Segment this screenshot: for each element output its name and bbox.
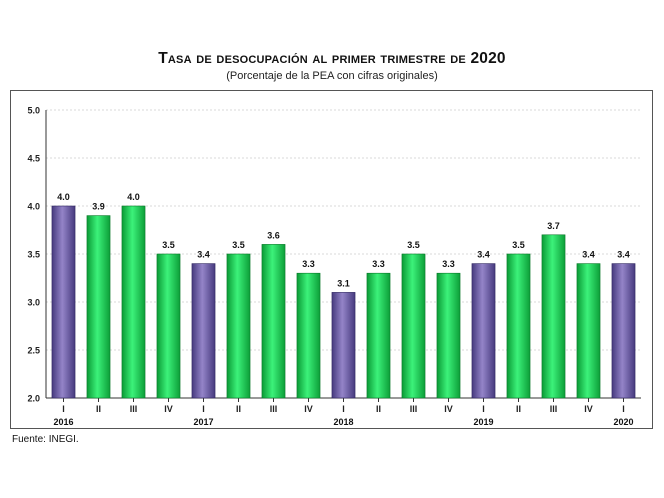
x-tick-label: IV <box>304 404 313 414</box>
y-tick-label: 5.0 <box>27 106 40 116</box>
bar-value-label: 3.5 <box>407 240 420 250</box>
chart-title: Tasa de desocupación al primer trimestre… <box>158 50 506 67</box>
x-year-label: 2020 <box>613 417 633 427</box>
bar <box>576 263 601 399</box>
bar-value-label: 3.3 <box>372 259 385 269</box>
bar-value-label: 3.3 <box>302 259 315 269</box>
x-tick-label: III <box>410 404 418 414</box>
bar <box>191 263 216 399</box>
bar-value-label: 3.5 <box>512 240 525 250</box>
bar <box>471 263 496 399</box>
bar <box>121 205 146 399</box>
x-tick-label: II <box>516 404 521 414</box>
bar-value-label: 3.7 <box>547 221 560 231</box>
bar-value-label: 3.4 <box>582 250 595 260</box>
x-tick-label: IV <box>444 404 453 414</box>
x-year-label: 2017 <box>193 417 213 427</box>
bar-value-label: 3.4 <box>477 250 490 260</box>
x-year-label: 2018 <box>333 417 353 427</box>
bar <box>506 253 531 399</box>
bar <box>86 215 111 399</box>
bar-value-label: 4.0 <box>127 192 140 202</box>
x-tick-label: I <box>342 404 345 414</box>
bar-value-label: 3.5 <box>232 240 245 250</box>
bar <box>366 272 391 399</box>
y-tick-label: 2.0 <box>27 394 40 404</box>
y-tick-label: 2.5 <box>27 346 40 356</box>
bar <box>436 272 461 399</box>
y-tick-label: 4.5 <box>27 154 40 164</box>
bar <box>541 234 566 399</box>
bar-value-label: 3.3 <box>442 259 455 269</box>
source-note: Fuente: INEGI. <box>12 434 79 445</box>
x-tick-label: III <box>550 404 558 414</box>
bar <box>331 292 356 399</box>
bar <box>611 263 636 399</box>
x-tick-label: III <box>130 404 138 414</box>
bar-value-label: 3.6 <box>267 230 280 240</box>
bar-value-label: 4.0 <box>57 192 70 202</box>
y-tick-label: 4.0 <box>27 202 40 212</box>
x-tick-label: II <box>376 404 381 414</box>
x-tick-label: I <box>202 404 205 414</box>
y-tick-label: 3.0 <box>27 298 40 308</box>
bar <box>226 253 251 399</box>
x-tick-label: I <box>622 404 625 414</box>
x-tick-label: II <box>236 404 241 414</box>
bar-value-label: 3.1 <box>337 278 350 288</box>
x-tick-label: IV <box>164 404 173 414</box>
bar-chart: 2.02.53.03.54.04.55.04.0I20163.9II4.0III… <box>27 106 641 427</box>
bar-value-label: 3.9 <box>92 202 105 212</box>
bar <box>156 253 181 399</box>
x-year-label: 2019 <box>473 417 493 427</box>
x-tick-label: I <box>482 404 485 414</box>
chart-subtitle: (Porcentaje de la PEA con cifras origina… <box>226 70 438 82</box>
bar-value-label: 3.4 <box>617 250 630 260</box>
x-year-label: 2016 <box>53 417 73 427</box>
x-tick-label: IV <box>584 404 593 414</box>
bar <box>261 244 286 399</box>
bar <box>296 272 321 399</box>
bar-value-label: 3.5 <box>162 240 175 250</box>
bar <box>51 205 76 399</box>
bar-value-label: 3.4 <box>197 250 210 260</box>
x-tick-label: II <box>96 404 101 414</box>
x-tick-label: III <box>270 404 278 414</box>
x-tick-label: I <box>62 404 65 414</box>
bar <box>401 253 426 399</box>
y-tick-label: 3.5 <box>27 250 40 260</box>
